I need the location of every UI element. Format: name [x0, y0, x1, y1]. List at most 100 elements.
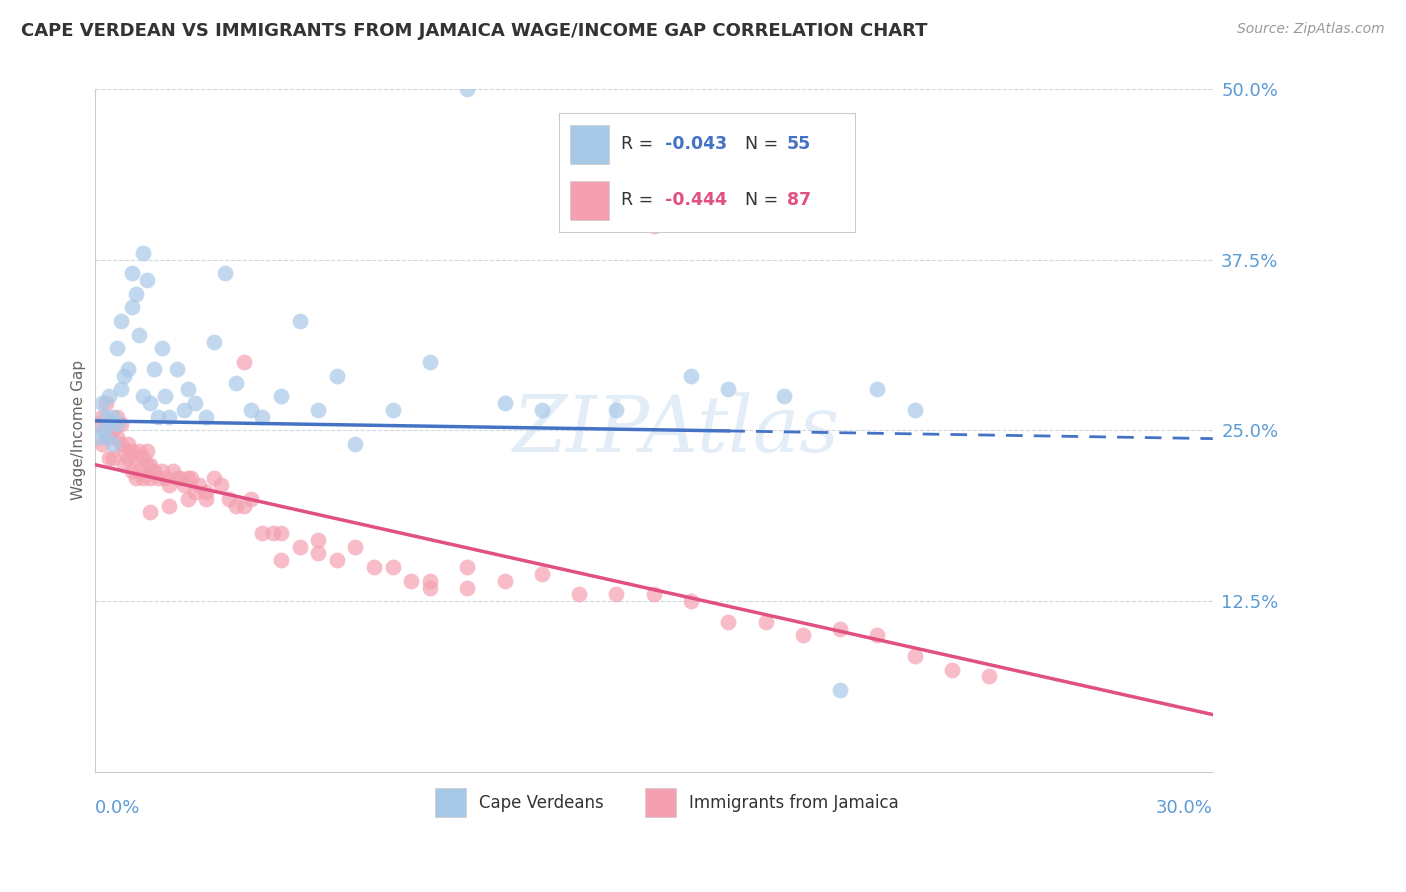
Point	[98, 389, 121, 403]
Point	[124, 450, 146, 465]
Point	[105, 409, 128, 424]
Point	[717, 383, 740, 397]
Point	[195, 484, 218, 499]
Point	[103, 424, 125, 438]
Point	[419, 581, 441, 595]
Point	[904, 648, 927, 663]
Point	[401, 574, 423, 588]
Point	[103, 437, 125, 451]
Point	[225, 499, 247, 513]
Point	[218, 491, 240, 506]
Text: 30.0%: 30.0%	[1156, 799, 1213, 817]
Point	[288, 540, 311, 554]
Point	[605, 587, 627, 601]
Point	[326, 368, 349, 383]
Point	[866, 628, 889, 642]
Point	[103, 409, 125, 424]
Text: ZIPAtlas: ZIPAtlas	[513, 392, 839, 468]
Point	[419, 355, 441, 369]
Point	[344, 437, 367, 451]
Point	[456, 560, 478, 574]
Point	[157, 499, 180, 513]
Point	[679, 594, 702, 608]
Point	[494, 396, 516, 410]
Point	[98, 417, 121, 431]
Point	[94, 430, 117, 444]
Point	[87, 430, 110, 444]
Point	[754, 615, 776, 629]
Point	[91, 409, 114, 424]
Point	[135, 273, 157, 287]
Point	[187, 478, 209, 492]
Point	[202, 471, 225, 485]
Point	[792, 628, 814, 642]
Point	[288, 314, 311, 328]
Point	[110, 314, 132, 328]
Point	[904, 403, 927, 417]
Point	[121, 266, 143, 280]
Point	[263, 525, 285, 540]
Point	[139, 458, 162, 472]
Point	[139, 396, 162, 410]
Text: CAPE VERDEAN VS IMMIGRANTS FROM JAMAICA WAGE/INCOME GAP CORRELATION CHART: CAPE VERDEAN VS IMMIGRANTS FROM JAMAICA …	[21, 22, 928, 40]
Point	[643, 219, 665, 233]
Point	[363, 560, 385, 574]
Point	[162, 464, 184, 478]
Point	[270, 553, 292, 567]
Point	[143, 464, 166, 478]
Point	[91, 424, 114, 438]
Point	[139, 471, 162, 485]
Point	[105, 430, 128, 444]
Point	[121, 464, 143, 478]
Point	[166, 362, 188, 376]
Point	[184, 396, 207, 410]
Point	[135, 444, 157, 458]
Point	[110, 437, 132, 451]
Point	[173, 403, 195, 417]
Point	[177, 383, 200, 397]
Point	[157, 409, 180, 424]
Point	[146, 409, 169, 424]
Point	[177, 471, 200, 485]
Point	[344, 540, 367, 554]
Point	[232, 355, 254, 369]
Point	[643, 587, 665, 601]
Point	[132, 450, 155, 465]
Point	[117, 437, 139, 451]
Point	[456, 581, 478, 595]
Point	[139, 505, 162, 519]
Point	[530, 566, 553, 581]
Point	[173, 478, 195, 492]
Point	[143, 362, 166, 376]
Point	[270, 525, 292, 540]
Point	[112, 458, 135, 472]
Point	[828, 622, 851, 636]
Point	[155, 471, 177, 485]
Point	[105, 342, 128, 356]
Point	[270, 389, 292, 403]
Point	[112, 368, 135, 383]
Point	[112, 444, 135, 458]
Point	[121, 444, 143, 458]
Point	[717, 615, 740, 629]
Point	[307, 546, 329, 560]
Point	[94, 409, 117, 424]
Point	[773, 389, 796, 403]
Point	[98, 430, 121, 444]
Point	[456, 82, 478, 96]
Point	[121, 301, 143, 315]
Text: 0.0%: 0.0%	[94, 799, 141, 817]
Point	[866, 383, 889, 397]
Point	[679, 368, 702, 383]
Point	[828, 683, 851, 698]
Point	[307, 533, 329, 547]
Point	[132, 389, 155, 403]
Point	[530, 403, 553, 417]
Point	[94, 424, 117, 438]
Point	[146, 471, 169, 485]
Point	[195, 409, 218, 424]
Point	[110, 383, 132, 397]
Point	[419, 574, 441, 588]
Point	[214, 266, 236, 280]
Point	[180, 471, 202, 485]
